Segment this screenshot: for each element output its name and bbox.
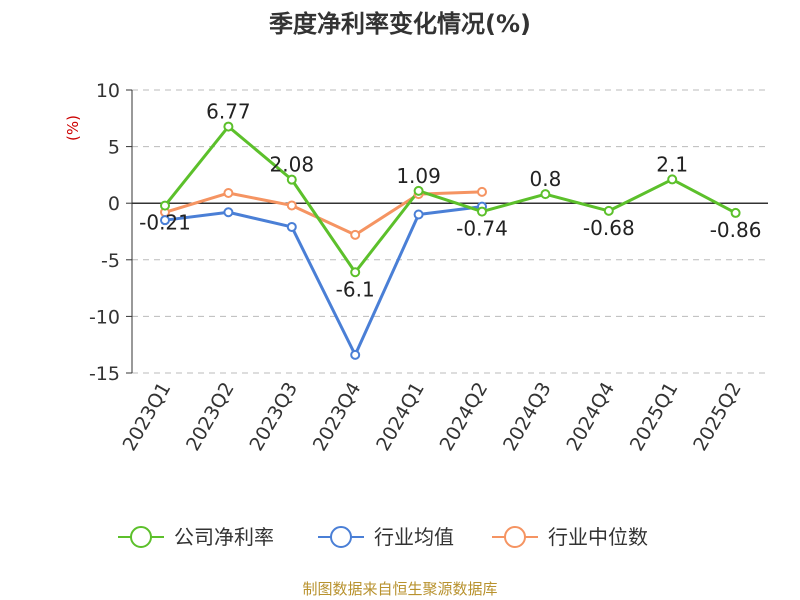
legend[interactable]: 公司净利率 行业均值 行业中位数 (118, 525, 648, 549)
legend-item-2[interactable]: 行业中位数 (492, 525, 648, 549)
data-point[interactable] (603, 205, 614, 216)
legend-marker (504, 526, 526, 548)
legend-label: 行业中位数 (548, 525, 648, 549)
series-line-1 (163, 205, 484, 357)
data-label: 6.77 (206, 100, 251, 124)
data-point[interactable] (350, 267, 361, 278)
x-tick-label: 2023Q2 (182, 379, 239, 455)
data-point[interactable] (413, 209, 424, 220)
data-label: -6.1 (336, 277, 375, 301)
data-point[interactable] (540, 189, 551, 200)
y-tick-label: -5 (101, 250, 120, 272)
data-label: -0.21 (139, 211, 191, 235)
data-point[interactable] (223, 188, 234, 199)
grid-lines (126, 89, 768, 374)
data-point[interactable] (160, 215, 170, 226)
data-point[interactable] (667, 174, 678, 185)
y-tick-label: -10 (89, 306, 120, 328)
data-point[interactable] (286, 200, 297, 211)
source-note: 制图数据来自恒生聚源数据库 (302, 580, 497, 598)
y-axis-unit: (%) (64, 115, 82, 141)
x-tick-label: 2024Q1 (372, 379, 429, 455)
legend-item-0[interactable]: 公司净利率 (118, 525, 274, 549)
x-tick-label: 2023Q1 (119, 379, 176, 455)
series-points (160, 121, 741, 360)
x-tick-labels: 2023Q1 2023Q2 2023Q3 2023Q4 2024Q1 2024Q2 2024… (119, 379, 746, 455)
data-point[interactable] (160, 200, 170, 211)
x-tick-label: 2024Q3 (499, 379, 556, 455)
data-label: 1.09 (396, 164, 441, 188)
data-label: -0.74 (456, 217, 508, 241)
data-label: 0.8 (529, 167, 561, 191)
data-label: 2.08 (270, 153, 315, 177)
data-point[interactable] (350, 349, 361, 360)
data-label: -0.68 (583, 216, 635, 240)
data-point[interactable] (477, 206, 487, 217)
x-tick-label: 2023Q3 (245, 379, 302, 455)
data-label: 2.1 (656, 152, 688, 176)
series-line-0 (163, 125, 738, 274)
x-tick-label: 2025Q1 (626, 379, 683, 455)
series-lines (163, 125, 738, 357)
data-point[interactable] (286, 174, 297, 185)
chart-title: 季度净利率变化情况(%) (269, 10, 531, 38)
y-tick-label: 5 (108, 137, 120, 159)
data-point[interactable] (413, 185, 424, 196)
data-label: -0.86 (710, 218, 762, 242)
data-point[interactable] (350, 229, 361, 240)
x-tick-label: 2024Q2 (436, 379, 493, 455)
legend-item-1[interactable]: 行业均值 (318, 525, 454, 549)
data-point[interactable] (223, 121, 234, 132)
x-tick-label: 2025Q2 (689, 379, 746, 455)
data-point[interactable] (477, 186, 487, 197)
data-point[interactable] (223, 207, 234, 218)
x-tick-label: 2023Q4 (309, 379, 366, 455)
legend-marker (330, 526, 352, 548)
y-tick-label: 10 (96, 80, 120, 102)
y-tick-label: 0 (108, 193, 120, 215)
data-point[interactable] (286, 221, 297, 232)
data-labels: -0.21 6.77 2.08 -6.1 1.09 -0.74 0.8 -0.68 2.1 -0.… (139, 100, 761, 302)
x-tick-label: 2024Q4 (562, 379, 619, 455)
data-point[interactable] (730, 207, 741, 218)
y-tick-label: -15 (89, 363, 120, 385)
y-tick-labels: 10 5 0 -5 -10 -15 (89, 80, 120, 385)
legend-label: 公司净利率 (174, 525, 274, 549)
legend-marker (130, 526, 152, 548)
legend-label: 行业均值 (374, 525, 454, 549)
